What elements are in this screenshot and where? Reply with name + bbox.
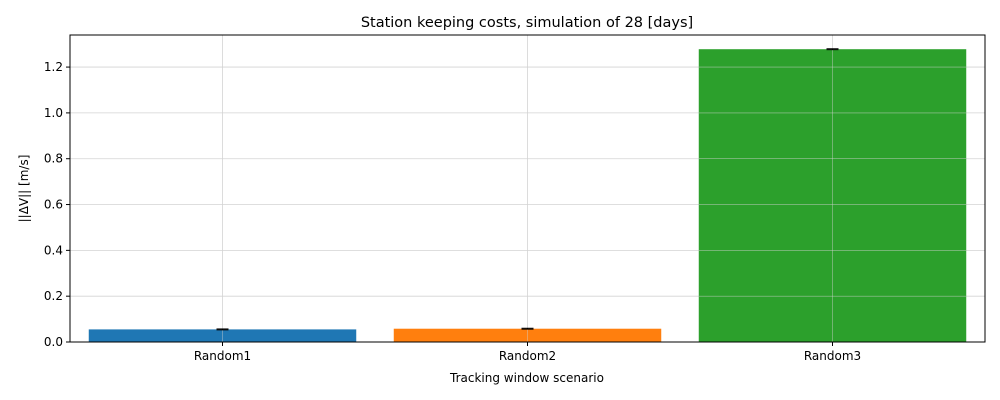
y-tick-label: 0.0 <box>44 335 63 349</box>
x-tick-label: Random2 <box>499 349 556 363</box>
y-tick-label: 1.2 <box>44 60 63 74</box>
x-tick-label: Random1 <box>194 349 251 363</box>
grid-lines <box>70 35 985 343</box>
x-axis-ticks: Random1 Random2 Random3 <box>194 342 861 363</box>
x-axis-label: Tracking window scenario <box>449 371 604 385</box>
y-tick-label: 0.4 <box>44 243 63 257</box>
error-bars <box>216 48 839 331</box>
y-tick-label: 0.6 <box>44 198 63 212</box>
chart-title: Station keeping costs, simulation of 28 … <box>361 15 693 31</box>
y-tick-label: 0.8 <box>44 152 63 166</box>
y-axis-label: ||ΔV|| [m/s] <box>17 155 31 223</box>
x-tick-label: Random3 <box>804 349 861 363</box>
y-tick-label: 1.0 <box>44 106 63 120</box>
y-tick-label: 0.2 <box>44 289 63 303</box>
y-axis-ticks: 0.0 0.2 0.4 0.6 0.8 1.0 1.2 <box>44 60 70 349</box>
bars <box>88 49 967 343</box>
